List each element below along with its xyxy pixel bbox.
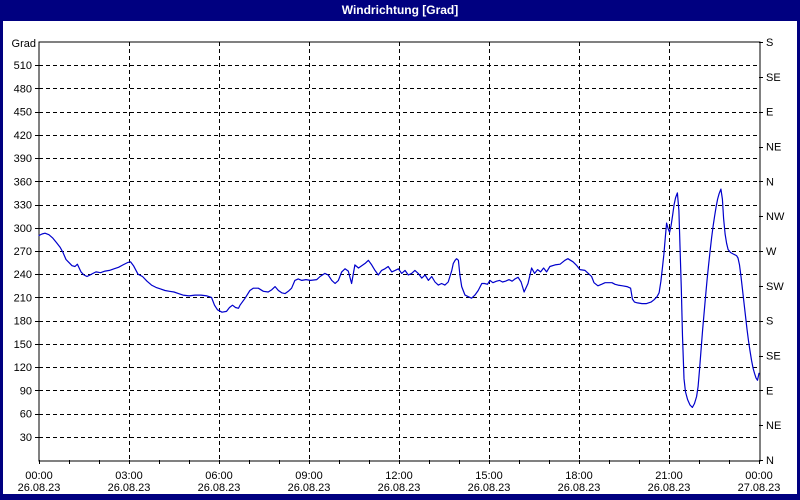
y-tick-label-left: 270 (14, 246, 32, 258)
x-tick-date-label: 26.08.23 (18, 482, 61, 494)
y-tick-label-left: 150 (14, 339, 32, 351)
y-tick-label-left: 120 (14, 362, 32, 374)
y-tick-label-left: 360 (14, 176, 32, 188)
x-tick-date-label: 26.08.23 (378, 482, 421, 494)
y-tick-label-left: 210 (14, 292, 32, 304)
x-tick-date-label: 26.08.23 (558, 482, 601, 494)
compass-tick-label: SE (766, 72, 781, 84)
compass-tick-label: SW (766, 281, 784, 293)
x-tick-date-label: 26.08.23 (648, 482, 691, 494)
compass-tick-label: S (766, 37, 773, 49)
x-tick-date-label: 26.08.23 (288, 482, 331, 494)
y-tick-label-left: 30 (20, 432, 32, 444)
x-tick-date-label: 26.08.23 (468, 482, 511, 494)
compass-tick-label: W (766, 246, 777, 258)
y-tick-label-left: 330 (14, 200, 32, 212)
y-tick-label-left: 450 (14, 107, 32, 119)
compass-tick-label: E (766, 107, 773, 119)
y-tick-label-left: 420 (14, 130, 32, 142)
compass-tick-label: SE (766, 351, 781, 363)
y-tick-label-left: 390 (14, 153, 32, 165)
y-tick-label-left: 300 (14, 223, 32, 235)
x-tick-date-label: 26.08.23 (198, 482, 241, 494)
compass-tick-label: N (766, 176, 774, 188)
y-tick-label-left: 240 (14, 269, 32, 281)
x-tick-time-label: 09:00 (295, 470, 323, 482)
y-tick-label-left: 180 (14, 316, 32, 328)
y-tick-label-left: 60 (20, 409, 32, 421)
compass-tick-label: E (766, 385, 773, 397)
x-tick-date-label: 26.08.23 (108, 482, 151, 494)
compass-tick-label: NE (766, 142, 781, 154)
wind-direction-line (38, 188, 760, 408)
x-tick-time-label: 00:00 (745, 470, 773, 482)
x-tick-time-label: 18:00 (565, 470, 593, 482)
compass-tick-label: NW (766, 211, 785, 223)
y-tick-label-left: 480 (14, 83, 32, 95)
x-tick-time-label: 12:00 (385, 470, 413, 482)
x-tick-time-label: 00:00 (25, 470, 53, 482)
x-tick-time-label: 15:00 (475, 470, 503, 482)
window-title: Windrichtung [Grad] (341, 3, 459, 17)
x-tick-time-label: 06:00 (205, 470, 233, 482)
compass-tick-label: N (766, 455, 774, 467)
wind-direction-chart: 30 60 90 120 150 180 210 240 270 300 330 360 390 420 4… (12, 37, 785, 494)
chart-area: 30 60 90 120 150 180 210 240 270 300 330 360 390 420 4… (3, 21, 797, 494)
y-tick-label-left: 510 (14, 60, 32, 72)
compass-tick-label: NE (766, 420, 781, 432)
y-tick-label-left: 90 (20, 385, 32, 397)
compass-tick-label: S (766, 316, 773, 328)
window-titlebar: Windrichtung [Grad] (0, 0, 800, 21)
y-axis-unit-label: Grad (12, 38, 36, 50)
x-tick-date-label: 27.08.23 (738, 482, 781, 494)
x-tick-time-label: 21:00 (655, 470, 683, 482)
x-tick-time-label: 03:00 (115, 470, 143, 482)
